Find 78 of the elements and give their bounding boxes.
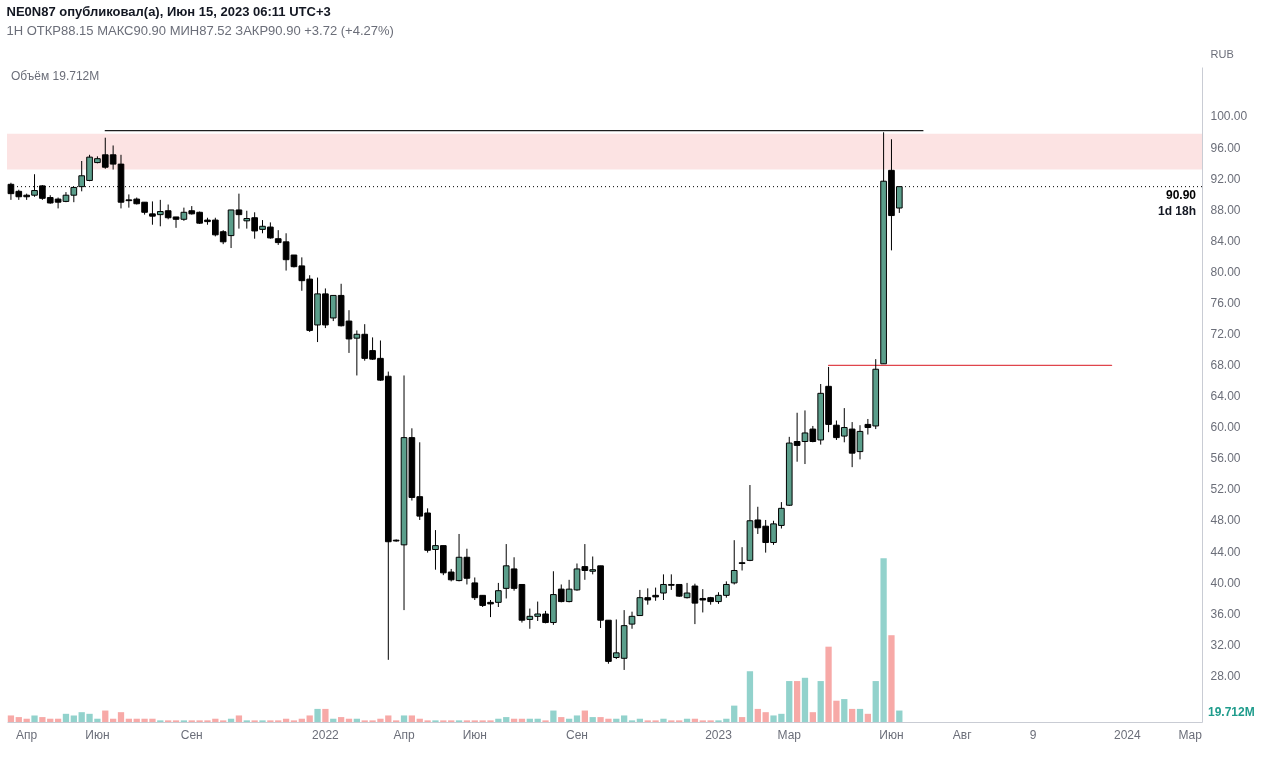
bar bbox=[589, 717, 596, 722]
text: 19.712M bbox=[1208, 705, 1255, 719]
bar bbox=[558, 717, 565, 722]
bar bbox=[70, 715, 77, 722]
y-tick-label: 92.00 bbox=[1210, 171, 1241, 186]
bar bbox=[738, 717, 746, 722]
chart-title: NE0N87 опубликовал(а), Июн 15, 2023 06:11 UTC+3 bbox=[6, 4, 331, 19]
y-tick-label: 52.00 bbox=[1210, 482, 1241, 497]
bar bbox=[809, 712, 816, 722]
bar bbox=[849, 708, 856, 722]
ref-line-label: 90.90 bbox=[1165, 187, 1197, 202]
y-tick-label: 84.00 bbox=[1210, 233, 1241, 248]
bar bbox=[793, 681, 801, 722]
y-axis-title: RUB bbox=[1210, 47, 1234, 60]
candlestick bbox=[628, 611, 636, 630]
y-tick-label: 60.00 bbox=[1210, 420, 1241, 435]
bar bbox=[864, 713, 872, 722]
x-tick-label: Апр bbox=[16, 727, 38, 742]
x-tick-label: 2024 bbox=[1113, 727, 1141, 742]
bar bbox=[62, 713, 70, 722]
bar bbox=[337, 717, 345, 722]
bar bbox=[306, 715, 313, 722]
y-tick-label: 56.00 bbox=[1210, 451, 1241, 466]
bar bbox=[801, 677, 809, 722]
bar bbox=[235, 715, 243, 722]
bar bbox=[746, 671, 754, 722]
bar bbox=[573, 715, 581, 722]
y-tick-label: 100.00 bbox=[1210, 109, 1248, 124]
x-tick-label: 2022 bbox=[312, 727, 340, 742]
bar bbox=[314, 708, 321, 722]
x-tick-label: Июн bbox=[462, 727, 487, 742]
bar bbox=[581, 710, 588, 722]
bar bbox=[7, 715, 15, 722]
bar bbox=[31, 715, 38, 722]
bar bbox=[408, 715, 416, 722]
y-tick-label: 76.00 bbox=[1210, 295, 1241, 310]
chart-title: Объём 19.712M bbox=[11, 69, 100, 83]
x-tick-label: Сен bbox=[566, 727, 588, 742]
candlestick bbox=[738, 546, 746, 571]
bar bbox=[400, 715, 408, 722]
candlestick bbox=[730, 539, 738, 585]
annotation: 1d 18h bbox=[1157, 203, 1196, 218]
y-tick-label: 32.00 bbox=[1210, 637, 1241, 652]
x-tick-label: 2023 bbox=[705, 727, 733, 742]
y-tick-label: 88.00 bbox=[1210, 202, 1241, 217]
bar bbox=[754, 708, 761, 722]
y-tick-label: 36.00 bbox=[1210, 606, 1241, 621]
x-tick-label: 9 bbox=[1029, 727, 1037, 742]
y-tick-label: 28.00 bbox=[1210, 668, 1241, 683]
bar bbox=[322, 708, 329, 722]
bar bbox=[856, 708, 864, 722]
bar bbox=[550, 710, 557, 722]
bar bbox=[660, 718, 667, 722]
chart-subtitle: 1Н ОТКР88.15 МАКС90.90 МИН87.52 ЗАКР90.90 +3.72 (+4.27%) bbox=[6, 23, 394, 38]
bar bbox=[102, 710, 109, 722]
bar bbox=[841, 699, 848, 722]
x-tick-label: Мар bbox=[777, 727, 802, 742]
bar bbox=[621, 715, 628, 722]
bar bbox=[762, 712, 769, 722]
y-tick-label: 40.00 bbox=[1210, 575, 1241, 590]
bar bbox=[15, 717, 22, 722]
bar bbox=[817, 681, 824, 722]
y-tick-label: 96.00 bbox=[1210, 140, 1241, 155]
y-tick-label: 72.00 bbox=[1210, 327, 1241, 342]
bar bbox=[117, 712, 125, 722]
x-tick-label: Июн bbox=[879, 727, 904, 742]
y-tick-label: 48.00 bbox=[1210, 513, 1241, 528]
y-tick-label: 44.00 bbox=[1210, 544, 1241, 559]
y-tick-label: 80.00 bbox=[1210, 264, 1241, 279]
bar bbox=[896, 710, 903, 722]
y-tick-label: 64.00 bbox=[1210, 389, 1241, 404]
x-tick-label: Июн bbox=[85, 727, 110, 742]
x-tick-label: Сен bbox=[180, 727, 203, 742]
y-tick-label: 68.00 bbox=[1210, 358, 1241, 373]
x-tick-label: Авг bbox=[952, 727, 973, 742]
x-tick-label: Апр bbox=[393, 727, 415, 742]
x-tick-label: Мар bbox=[1178, 727, 1203, 742]
bar bbox=[888, 635, 895, 722]
